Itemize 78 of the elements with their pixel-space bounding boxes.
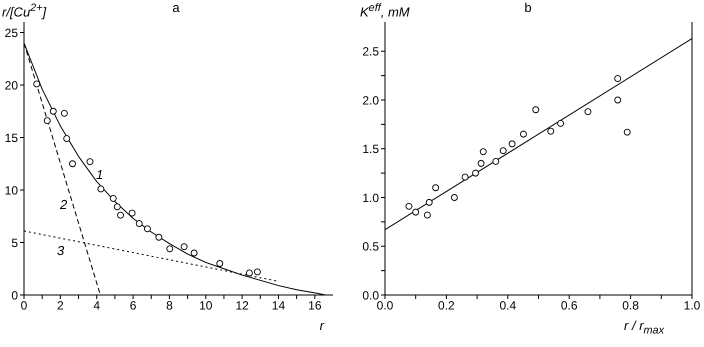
point	[432, 184, 440, 192]
x-tick-label: 0.6	[560, 298, 578, 313]
chart-title: b	[524, 0, 532, 15]
point	[190, 250, 198, 256]
y-tick-label: 25	[4, 26, 18, 40]
point	[520, 130, 527, 138]
point	[426, 198, 433, 206]
x-tick-label: 10	[199, 298, 213, 313]
point	[136, 220, 143, 228]
point	[86, 158, 94, 166]
point	[412, 208, 420, 216]
point	[69, 160, 76, 168]
point	[508, 140, 516, 148]
point	[614, 96, 622, 104]
series-label: 2	[60, 197, 68, 212]
point	[478, 160, 485, 167]
y-tick-label: 10	[4, 183, 18, 198]
x-tick-label: 0.8	[622, 298, 640, 313]
x-tick-label: 0.2	[438, 298, 456, 313]
x-tick-label: 0	[20, 298, 28, 313]
x-axis-title: r / r$_{max}$	[624, 318, 664, 337]
point	[63, 135, 70, 142]
y-tick-label: 5	[11, 236, 18, 250]
x-tick-label: 12	[235, 298, 250, 313]
y-tick-label: 0.5	[362, 240, 380, 254]
y-axis-title: K$^{eff}$, mM	[360, 2, 410, 20]
x-tick-label: 1.0	[684, 298, 701, 313]
x-tick-label: 14	[272, 298, 286, 313]
point	[424, 212, 431, 218]
y-tick-label: 1.0	[362, 190, 380, 205]
point	[557, 120, 564, 127]
y-tick-label: 15	[4, 130, 18, 145]
point	[110, 194, 117, 202]
series-label: 3	[57, 243, 64, 258]
x-tick-label: 8	[166, 298, 174, 313]
point	[97, 186, 104, 192]
point	[624, 128, 631, 136]
y-tick-label: 2.0	[362, 93, 380, 108]
point	[114, 203, 121, 210]
x-tick-label: 16	[308, 298, 322, 313]
x-axis-title: r	[320, 318, 324, 333]
point	[180, 243, 188, 250]
y-tick-label: 20	[4, 78, 18, 92]
point	[246, 270, 253, 276]
chart-title: a	[172, 0, 180, 15]
point	[33, 80, 40, 88]
y-axis-title: r/[Cu$^{2+}$]	[2, 2, 46, 20]
point	[155, 234, 162, 241]
point	[144, 225, 151, 232]
point	[472, 170, 480, 177]
x-tick-label: 0.4	[499, 298, 516, 313]
point	[117, 212, 124, 219]
point	[492, 158, 500, 165]
point	[50, 108, 57, 115]
y-tick-label: 0.0	[362, 288, 380, 302]
x-tick-label: 4	[93, 298, 100, 313]
point	[532, 106, 540, 114]
x-tick-label: 2	[57, 298, 64, 313]
point	[480, 148, 487, 156]
point	[547, 128, 554, 135]
y-tick-label: 1.5	[362, 142, 380, 156]
point	[584, 108, 592, 116]
series-label: 1	[96, 167, 104, 182]
point	[450, 194, 458, 201]
y-tick-label: 0	[11, 288, 18, 302]
y-tick-label: 2.5	[362, 44, 380, 59]
point	[216, 260, 224, 267]
point	[500, 147, 507, 154]
x-tick-label: 0.0	[376, 298, 394, 313]
point	[128, 210, 136, 217]
point	[166, 245, 174, 252]
point	[462, 174, 469, 180]
point	[60, 110, 68, 117]
point	[44, 117, 51, 124]
x-tick-label: 6	[130, 298, 137, 313]
point	[614, 75, 622, 82]
point	[254, 268, 261, 276]
point	[405, 202, 412, 210]
